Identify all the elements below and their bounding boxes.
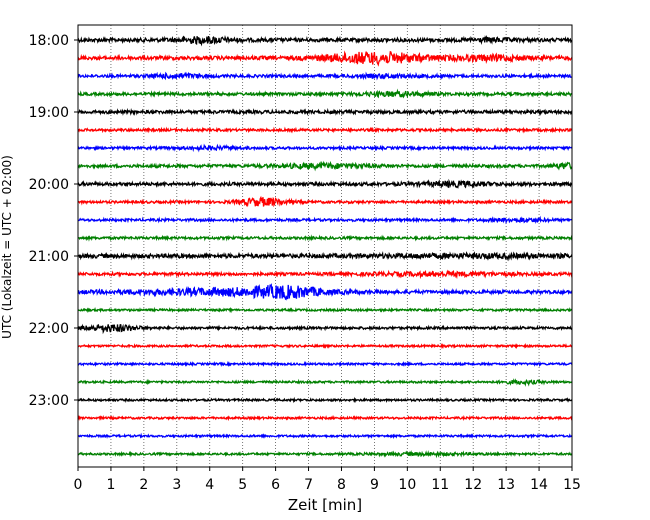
x-tick-label: 1	[106, 477, 115, 493]
trace-1830	[77, 71, 573, 81]
trace-2300	[77, 396, 573, 404]
x-tick-label: 3	[172, 477, 181, 493]
x-tick-label: 10	[398, 477, 416, 493]
trace-2130	[77, 283, 573, 301]
trace-2200	[77, 323, 573, 335]
y-axis: 18:00 19:00 20:00 21:00 22:00 23:00	[29, 33, 78, 409]
x-tick-label: 4	[205, 477, 214, 493]
trace-2100	[77, 251, 573, 262]
x-tick-label: 14	[530, 477, 548, 493]
trace-2045	[77, 234, 573, 242]
trace-2230	[77, 360, 573, 368]
trace-1845	[77, 88, 573, 99]
trace-1800	[77, 34, 573, 47]
x-tick-label: 2	[139, 477, 148, 493]
x-tick-label: 13	[497, 477, 515, 493]
x-tick-label: 0	[74, 477, 83, 493]
trace-1900	[77, 107, 573, 116]
x-tick-label: 7	[304, 477, 313, 493]
x-axis: 0 1 2 3 4 5 6 7 8 9 10 11 12 13 14 15	[74, 467, 581, 493]
x-tick-label: 12	[464, 477, 482, 493]
trace-2330	[77, 432, 573, 440]
trace-1930	[77, 143, 573, 153]
trace-1915	[77, 126, 573, 134]
y-tick-label: 18:00	[29, 33, 69, 49]
trace-2145	[77, 306, 573, 314]
trace-2245	[77, 378, 573, 387]
plot-frame	[77, 24, 573, 468]
y-tick-label: 20:00	[29, 177, 69, 193]
y-tick-label: 21:00	[29, 249, 69, 265]
trace-2030	[77, 215, 573, 225]
trace-1815	[77, 50, 573, 67]
trace-2000	[77, 178, 573, 190]
traces	[77, 34, 573, 459]
x-axis-title: Zeit [min]	[288, 496, 362, 514]
y-tick-label: 23:00	[29, 393, 69, 409]
x-tick-label: 9	[370, 477, 379, 493]
y-tick-label: 19:00	[29, 105, 69, 121]
trace-2315	[77, 414, 573, 422]
y-axis-title: UTC (Lokalzeit = UTC + 02:00)	[0, 155, 14, 339]
trace-2345	[77, 449, 573, 459]
x-tick-label: 5	[238, 477, 247, 493]
x-tick-label: 11	[431, 477, 449, 493]
x-tick-label: 15	[563, 477, 581, 493]
x-tick-label: 6	[271, 477, 280, 493]
trace-2015	[77, 195, 573, 208]
trace-1945	[77, 160, 573, 172]
y-tick-label: 22:00	[29, 321, 69, 337]
x-tick-label: 8	[337, 477, 346, 493]
trace-2215	[77, 342, 573, 350]
trace-2115	[77, 269, 573, 280]
